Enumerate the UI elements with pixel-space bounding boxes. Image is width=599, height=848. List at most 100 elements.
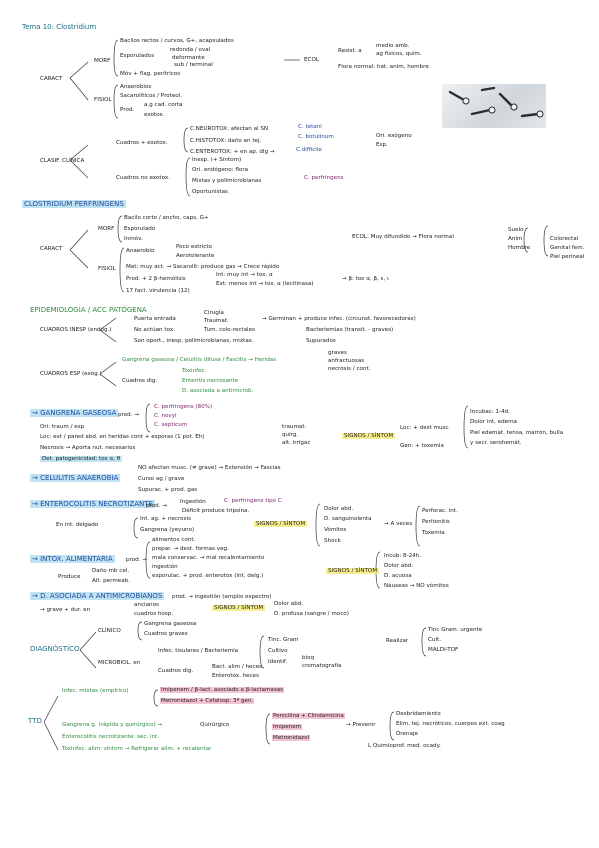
tto-imipenem: Imipenem / β-lact. asociado a β-lactamas… xyxy=(160,687,285,693)
gg-det-text: Det. patogenicidad: tox α, θ xyxy=(40,456,123,462)
ent-periton-text: Peritonitis xyxy=(422,519,450,525)
tto-penicilina: Penicilina + Clindamicina xyxy=(272,713,345,719)
diag-enterotox-text: Enterotox. heces xyxy=(212,673,260,679)
celulitis-heading: → CELULITIS ANAEROBIA xyxy=(30,474,121,482)
ent-perfor-text: Perforac. int. xyxy=(422,508,458,514)
gg-perf-text: C. perfringens (80%) xyxy=(154,404,213,410)
tto-heading: TTO xyxy=(28,717,42,725)
tto-metronidazol-text: Metronidazol + Cefalosp. 3ª gen. xyxy=(160,698,255,704)
bacilos-text: Bacilos rectos / curvos, G+, acapsulados xyxy=(120,38,234,44)
botulinum-text: C. botulinum xyxy=(298,134,334,140)
inmovil-text: Inmóv. xyxy=(124,236,143,242)
son-text: Son oport., inesp, polimicrobianas, mixt… xyxy=(134,338,254,344)
gangrena-heading-text: → GANGRENA GASEOSA xyxy=(30,409,119,417)
anaerobio-text: Anaerobio xyxy=(126,248,155,254)
diag-cromato-text: cromatografía xyxy=(302,663,342,669)
intox-signos-text: SIGNOS / SÍNTOM xyxy=(326,568,380,574)
fisiol2-label: FISIOL xyxy=(98,266,116,272)
diag-tincgram-text: Tinc Gram. urgente xyxy=(428,627,483,633)
gg-secrec-text: y secr. serohemát. xyxy=(470,440,522,446)
diag-heading: DIAGNÓSTICO xyxy=(30,645,80,653)
intox-dolor-text: Dolor abd. xyxy=(384,563,414,569)
tto-metronidazol: Metronidazol + Cefalosp. 3ª gen. xyxy=(160,698,255,704)
tetani-text: C. tetani xyxy=(298,124,322,130)
dasoc-prod-text: prod. → ingestión (amplio espectro) xyxy=(172,594,272,600)
cel-noafectan-text: NO afectan musc. (≠ grave) → Extensión →… xyxy=(138,465,281,471)
dasoc-heading: → D. ASOCIADA A ANTIMICROBIANOS xyxy=(30,592,165,600)
diag-infec-text: Infec. tisulares / Bacteriemia xyxy=(158,648,239,654)
tto-elim-text: Elim. tej. necróticos, cuerpos ext. coag xyxy=(396,721,505,727)
fisiol-label: FISIOL xyxy=(94,97,112,103)
anim-text: Anim xyxy=(508,236,523,242)
morf2-label: MORF xyxy=(98,226,115,232)
tto-imipenem2: Imipenem xyxy=(272,724,303,730)
diag-realizar-text: Realizar xyxy=(386,638,409,644)
ent-vomitos-text: Vómitos xyxy=(324,527,347,533)
intox-dano-text: Daño mb cel. xyxy=(92,568,130,574)
diag-clinico-text: CLÍNICO xyxy=(98,628,121,634)
intox-prod-text: prod. → xyxy=(126,557,147,563)
int-text: Int: muy int → tox. α xyxy=(216,272,273,278)
esporulados-text: Esporulados xyxy=(120,53,155,59)
cuadros-inesp-label: CUADROS INESP (endóg.) xyxy=(40,327,112,333)
sacaroliticos-text: Sacarolíticos / Proteol. xyxy=(120,93,183,99)
morf-label: MORF xyxy=(94,58,111,64)
gg-loc-text: Loc: ext / pared abd. en heridas cont + … xyxy=(40,434,205,440)
anaerobios-text: Anaerobios xyxy=(120,84,152,90)
dasoc-dprof-text: D. profusa (sangre / moco) xyxy=(274,611,349,617)
caract2-label: CARACT xyxy=(40,246,63,252)
ent-prod-text: prod. → xyxy=(146,503,167,509)
intox-incub-text: Incub: 8-24h. xyxy=(384,553,422,559)
tto-toxinfec-text: Toxinfec. alim: síntom → Refrigerar alim… xyxy=(62,746,212,752)
no-actuan-text: No actúan tox. xyxy=(134,327,175,333)
gg-incub-text: Incubac: 1-4d. xyxy=(470,409,510,415)
agcad-text: a.g cad. corta xyxy=(144,102,183,108)
diag-cuadros-dig-text: Cuadros dig. xyxy=(158,668,194,674)
deformante-text: deformante xyxy=(172,55,205,61)
ent-toxemia-text: Toxemia xyxy=(422,530,445,536)
dasoc-dolor-text: Dolor abd. xyxy=(274,601,304,607)
ent-intag-text: Int. ag. + necrosis xyxy=(140,516,191,522)
medio-text: medio amb. xyxy=(376,43,410,49)
tto-quirurgico-text: Quirúrgico xyxy=(200,722,230,728)
clasif-clinica-label: CLASIF. CLÍNICA xyxy=(40,158,85,164)
intox-alim-text: alimentos cont. xyxy=(152,537,196,543)
gg-novyi-text: C. novyi xyxy=(154,413,177,419)
ent-perf-tipo-text: C. perfringens tipo C xyxy=(224,498,282,504)
gg-piel-text: Piel edemat. tensa, marrón, bulla xyxy=(470,430,564,436)
diag-cuadros-text: Cuadros graves xyxy=(144,631,188,637)
cuadros-no-text: Cuadros no exotox. xyxy=(116,175,170,181)
agfisicos-text: ag físicos, quím. xyxy=(376,51,422,57)
flora-text: Flora normal: hat, anim, hombre xyxy=(338,64,429,70)
tto-quimio-text: L Quimioprof. med. ocady. xyxy=(368,743,441,749)
perfringens-heading-text: CLOSTRIDIUM PERFRINGENS xyxy=(22,200,126,208)
intox-nauseas-text: Náuseas → NO vómitos xyxy=(384,583,449,589)
gg-gen-text: Gen: + toxemia xyxy=(400,443,444,449)
dasociada-text: D. asociada a antimicrob. xyxy=(182,388,254,394)
bacteriemia-text: Bacteriemias (transit. - graves) xyxy=(306,327,394,333)
tto-entero-text: Enterocolitis necrotizante: sec. int. xyxy=(62,734,160,740)
graves-text: graves xyxy=(328,350,347,356)
tto-imipenem-text: Imipenem / β-lact. asociado a β-lactamas… xyxy=(160,687,285,693)
dasoc-ancianos-text: ancianos xyxy=(134,602,159,608)
bacilo-text: Bacilo corto / ancho, caps, G+ xyxy=(124,215,209,221)
piel-text: Piel perineal xyxy=(550,254,585,260)
supurados-text: Supurados xyxy=(306,338,336,344)
cirugia-text: Cirugía xyxy=(204,310,224,316)
anfractuosas-text: anfractuosas xyxy=(328,358,365,364)
tox-text: → β: tox α, β, ε, ι xyxy=(342,276,390,282)
ent-ingestion-text: Ingestión xyxy=(180,499,206,505)
dasoc-signos-text: SIGNOS / SÍNTOM xyxy=(212,605,266,611)
cuadros-exotox-text: Cuadros + exotox. xyxy=(116,140,168,146)
mixtas-text: Mixtas y polimicrobianas xyxy=(192,178,262,184)
ext-text: Ext: menos int → tox. α (lecitinasa) xyxy=(216,281,314,287)
gg-traumat-text: traumat. xyxy=(282,424,307,430)
intox-signos: SIGNOS / SÍNTOM xyxy=(326,568,380,574)
page-title: Tema 10: Clostridium xyxy=(22,23,97,31)
histotox-text: C.HISTOTOX: daño en tej. xyxy=(190,138,262,144)
esp-text: Esp. xyxy=(376,142,388,148)
gg-dolor-text: Dolor int, edema xyxy=(470,419,517,425)
ecol-label: ECOL xyxy=(304,57,319,63)
cuadros-dig-text: Cuadros dig. xyxy=(122,378,158,384)
diag-gangrena-text: Gangrena gaseosa xyxy=(144,621,197,627)
